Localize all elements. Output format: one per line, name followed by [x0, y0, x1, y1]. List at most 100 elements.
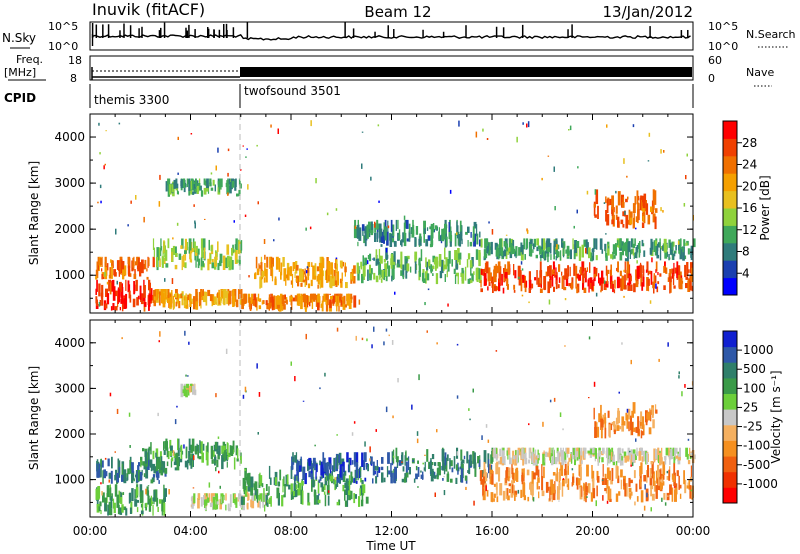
- echo-cell: [295, 484, 298, 490]
- echo-cell: [184, 330, 186, 336]
- echo-cell: [365, 496, 369, 504]
- echo-cell: [434, 462, 437, 466]
- echo-cell: [636, 190, 639, 205]
- echo-cell: [521, 244, 524, 255]
- echo-cell: [574, 240, 577, 253]
- echo-cell: [370, 176, 372, 181]
- echo-cell: [618, 491, 621, 496]
- echo-cell: [271, 264, 274, 278]
- echo-cell: [645, 203, 649, 215]
- echo-cell: [551, 492, 553, 503]
- echo-cell: [583, 287, 587, 293]
- echo-cell: [206, 178, 209, 189]
- echo-cell: [137, 295, 140, 299]
- echo-cell: [605, 287, 607, 291]
- echo-cell: [623, 295, 625, 298]
- echo-cell: [344, 500, 348, 507]
- echo-cell: [281, 495, 284, 507]
- echo-cell: [512, 455, 516, 460]
- echo-cell: [542, 421, 544, 427]
- echo-cell: [356, 262, 359, 274]
- colorbar-segment: [723, 487, 737, 504]
- echo-cell: [247, 184, 249, 190]
- echo-cell: [676, 470, 679, 477]
- echo-cell: [518, 247, 521, 256]
- echo-cell: [176, 458, 180, 471]
- echo-cell: [120, 259, 123, 274]
- echo-cell: [673, 241, 675, 247]
- noise-tick-right-high: 10^5: [708, 20, 738, 33]
- echo-cell: [319, 275, 321, 289]
- echo-cell: [246, 473, 250, 485]
- echo-cell: [385, 226, 387, 241]
- echo-cell: [199, 440, 201, 454]
- echo-cell: [361, 163, 363, 169]
- echo-cell: [456, 451, 458, 456]
- echo-cell: [626, 261, 630, 274]
- echo-cell: [200, 441, 203, 454]
- echo-cell: [569, 125, 572, 131]
- echo-cell: [200, 497, 203, 507]
- echo-cell: [686, 262, 689, 277]
- echo-cell: [605, 253, 608, 261]
- echo-cell: [100, 510, 102, 515]
- echo-cell: [208, 482, 211, 488]
- echo-cell: [668, 239, 671, 248]
- echo-cell: [342, 473, 346, 482]
- echo-cell: [222, 452, 224, 458]
- echo-cell: [210, 445, 214, 459]
- echo-cell: [285, 297, 288, 302]
- echo-cell: [507, 261, 510, 275]
- echo-cell: [261, 483, 264, 488]
- echo-cell: [371, 344, 373, 349]
- echo-cell: [290, 466, 293, 479]
- echo-cell: [192, 386, 194, 395]
- echo-cell: [363, 452, 367, 462]
- echo-cell: [152, 504, 154, 516]
- echo-cell: [385, 248, 388, 253]
- echo-cell: [599, 277, 601, 286]
- echo-cell: [374, 223, 377, 233]
- echo-cell: [472, 226, 475, 241]
- echo-cell: [185, 304, 189, 309]
- echo-cell: [248, 297, 251, 307]
- colorbar-tick-label: 4: [742, 266, 750, 280]
- echo-cell: [639, 241, 641, 251]
- echo-cell: [482, 480, 484, 496]
- echo-cell: [661, 478, 663, 483]
- echo-cell: [359, 466, 362, 478]
- echo-cell: [476, 233, 479, 245]
- echo-cell: [263, 277, 266, 283]
- echo-cell: [145, 488, 147, 495]
- echo-cell: [208, 239, 210, 251]
- echo-cell: [473, 500, 475, 506]
- echo-cell: [270, 263, 273, 276]
- echo-cell: [363, 484, 366, 494]
- echo-cell: [376, 231, 379, 242]
- echo-cell: [487, 286, 489, 291]
- echo-cell: [101, 292, 104, 306]
- echo-cell: [446, 236, 448, 246]
- echo-cell: [646, 470, 648, 483]
- echo-cell: [264, 254, 266, 260]
- echo-cell: [578, 246, 582, 261]
- echo-cell: [467, 240, 469, 247]
- echo-cell: [513, 485, 515, 496]
- echo-cell: [244, 214, 247, 217]
- echo-cell: [228, 178, 230, 185]
- echo-cell: [575, 275, 577, 289]
- echo-cell: [308, 471, 311, 478]
- echo-cell: [553, 286, 555, 292]
- echo-cell: [650, 461, 653, 465]
- echo-cell: [391, 451, 394, 462]
- echo-cell: [375, 275, 379, 283]
- echo-cell: [164, 278, 166, 282]
- echo-cell: [552, 448, 555, 454]
- echo-cell: [134, 489, 136, 500]
- echo-cell: [510, 242, 513, 245]
- echo-cell: [383, 271, 385, 281]
- echo-cell: [297, 460, 300, 471]
- echo-cell: [617, 216, 620, 228]
- echo-cell: [200, 257, 203, 267]
- echo-cell: [426, 273, 430, 281]
